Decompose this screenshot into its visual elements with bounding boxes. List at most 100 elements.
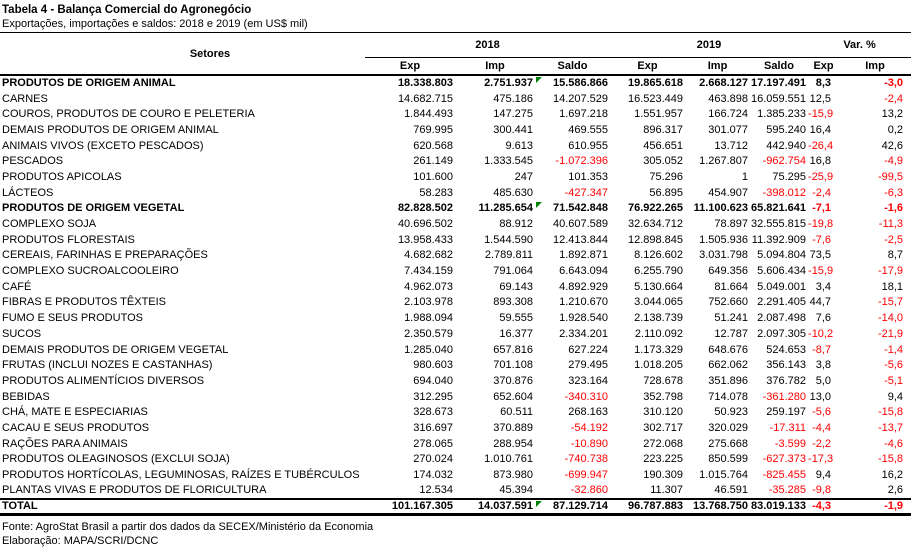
table-row: COMPLEXO SOJA 40.696.502 88.912 40.607.589 3… [0,216,911,232]
value-cell: 752.660 [708,296,749,309]
sector-label: CARNES [2,92,48,105]
sector-label: TOTAL [0,497,365,516]
value-cell: 75.295 [772,170,807,183]
sector-label: COUROS, PRODUTOS DE COURO E PELETERIA [2,108,255,121]
value-cell: 5.094.804 [757,249,807,262]
value-cell: 1.988.094 [404,312,453,325]
table-row: FRUTAS (INCLUI NOZES E CASTANHAS) 980.603… [0,357,911,373]
table-header: Setores 2018 2019 Var. % Exp Imp Saldo E… [0,32,911,76]
value-cell: -4,6 [884,437,904,450]
sector-label: BEBIDAS [2,390,50,403]
value-cell: 44,7 [809,296,832,309]
col-imp-2018: Imp [455,57,535,76]
excel-flag-icon [536,201,542,208]
value-cell: 769.995 [413,123,453,136]
value-cell: 1.505.936 [699,233,749,246]
value-cell: 356.143 [766,359,807,372]
value-cell: 12.534 [419,484,453,497]
value-cell: -15,8 [877,453,904,466]
value-cell: 275.668 [708,437,749,450]
value-cell: 259.197 [766,406,807,419]
value-cell: 1.210.670 [559,296,609,309]
sector-label: DEMAIS PRODUTOS DE ORIGEM ANIMAL [2,123,219,136]
sector-label: PRODUTOS ALIMENTÍCIOS DIVERSOS [2,374,205,387]
value-cell: -1.072.396 [555,155,609,168]
value-cell: 2.291.405 [757,296,807,309]
value-cell: 4.962.073 [404,280,453,293]
total-row: TOTAL 101.167.305 14.037.591 87.129.714 96.7… [0,497,911,516]
value-cell: 456.651 [643,139,684,152]
value-cell: 174.032 [413,469,453,482]
value-cell: -17,9 [877,265,904,278]
value-cell: 595.240 [766,123,807,136]
value-cell: 701.108 [493,359,533,372]
value-cell: -8,7 [812,343,832,356]
table-row: CAFÉ 4.962.073 69.143 4.892.929 5.130.664 81.… [0,279,911,295]
value-cell: 8,7 [887,249,904,262]
value-cell: 14.682.715 [397,92,453,105]
value-cell: 60.511 [500,406,533,419]
value-cell: 791.064 [493,265,533,278]
value-cell: 1.844.493 [404,108,453,121]
value-cell: 166.724 [708,108,749,121]
sector-label: PRODUTOS OLEAGINOSOS (EXCLUI SOJA) [2,453,230,466]
value-cell: 1.697.218 [559,108,609,121]
value-cell: 16,2 [881,469,904,482]
table-row: PRODUTOS OLEAGINOSOS (EXCLUI SOJA) 270.02… [0,452,911,468]
table-row: BEBIDAS 312.295 652.604 -340.310 352.798 714.… [0,389,911,405]
value-cell: 6.643.094 [559,265,609,278]
value-cell: -962.754 [762,155,807,168]
value-cell: -825.455 [762,469,807,482]
value-cell: 2.668.127 [699,77,749,90]
value-cell: 50.923 [714,406,749,419]
value-cell: -54.192 [570,421,609,434]
value-cell: -5,1 [884,374,904,387]
value-cell: 13,0 [809,390,832,403]
value-cell: -15,9 [808,265,834,278]
value-cell: 2.751.937 [484,77,533,90]
value-cell: 652.604 [493,390,533,403]
value-cell: 316.697 [413,421,453,434]
table-row: PRODUTOS ALIMENTÍCIOS DIVERSOS 694.040 370… [0,373,911,389]
table-row: PESCADOS 261.149 1.333.545 -1.072.396 305.05… [0,153,911,169]
table-row: CARNES 14.682.715 475.186 14.207.529 16.523.… [0,91,911,107]
value-cell: 657.816 [493,343,533,356]
col-saldo-2019: Saldo [750,57,809,76]
value-cell: 1.018.205 [634,359,684,372]
page-subtitle: Exportações, importações e saldos: 2018 … [2,18,308,30]
value-cell: -14,0 [877,312,904,325]
sector-label: FIBRAS E PRODUTOS TÊXTEIS [2,296,167,309]
value-cell: 5.606.434 [757,265,807,278]
table-row: DEMAIS PRODUTOS DE ORIGEM ANIMAL 769.995 3… [0,122,911,138]
value-cell: -5,6 [812,406,832,419]
value-cell: 1.015.764 [699,469,749,482]
value-cell: 1.285.040 [404,343,453,356]
value-cell: -15,9 [808,108,834,121]
var-pct-header: Var. % [808,32,911,58]
value-cell: 13,2 [881,108,904,121]
value-cell: -740.738 [564,453,609,466]
table-row: PRODUTOS DE ORIGEM ANIMAL 18.338.803 2.751… [0,75,911,91]
value-cell: 147.275 [493,108,533,121]
value-cell: 0,2 [887,123,904,136]
value-cell: 5,0 [815,374,832,387]
table-row: CEREAIS, FARINHAS E PREPARAÇÕES 4.682.682… [0,248,911,264]
value-cell: 12.898.845 [627,233,684,246]
col-exp-2018: Exp [365,57,455,76]
year-2019-header: 2019 [610,32,809,58]
value-cell: 101.167.305 [365,497,455,516]
value-cell: 5.049.001 [757,280,807,293]
value-cell: 82.828.502 [397,202,453,215]
value-cell: 13.958.433 [397,233,453,246]
value-cell: 5.130.664 [634,280,684,293]
table-row: CHÁ, MATE E ESPECIARIAS 328.673 60.511 268.… [0,404,911,420]
sector-label: PRODUTOS DE ORIGEM ANIMAL [2,77,176,90]
table-row: PRODUTOS HORTÍCOLAS, LEGUMINOSAS, RAÍZES… [0,467,911,483]
value-cell: 662.062 [708,359,749,372]
value-cell: 1.928.540 [559,312,609,325]
value-cell: 6.255.790 [634,265,684,278]
value-cell: 16.523.449 [627,92,684,105]
value-cell: 42,6 [881,139,904,152]
value-cell: 2.334.201 [559,327,609,340]
source-note: Fonte: AgroStat Brasil a partir dos dado… [2,520,374,533]
